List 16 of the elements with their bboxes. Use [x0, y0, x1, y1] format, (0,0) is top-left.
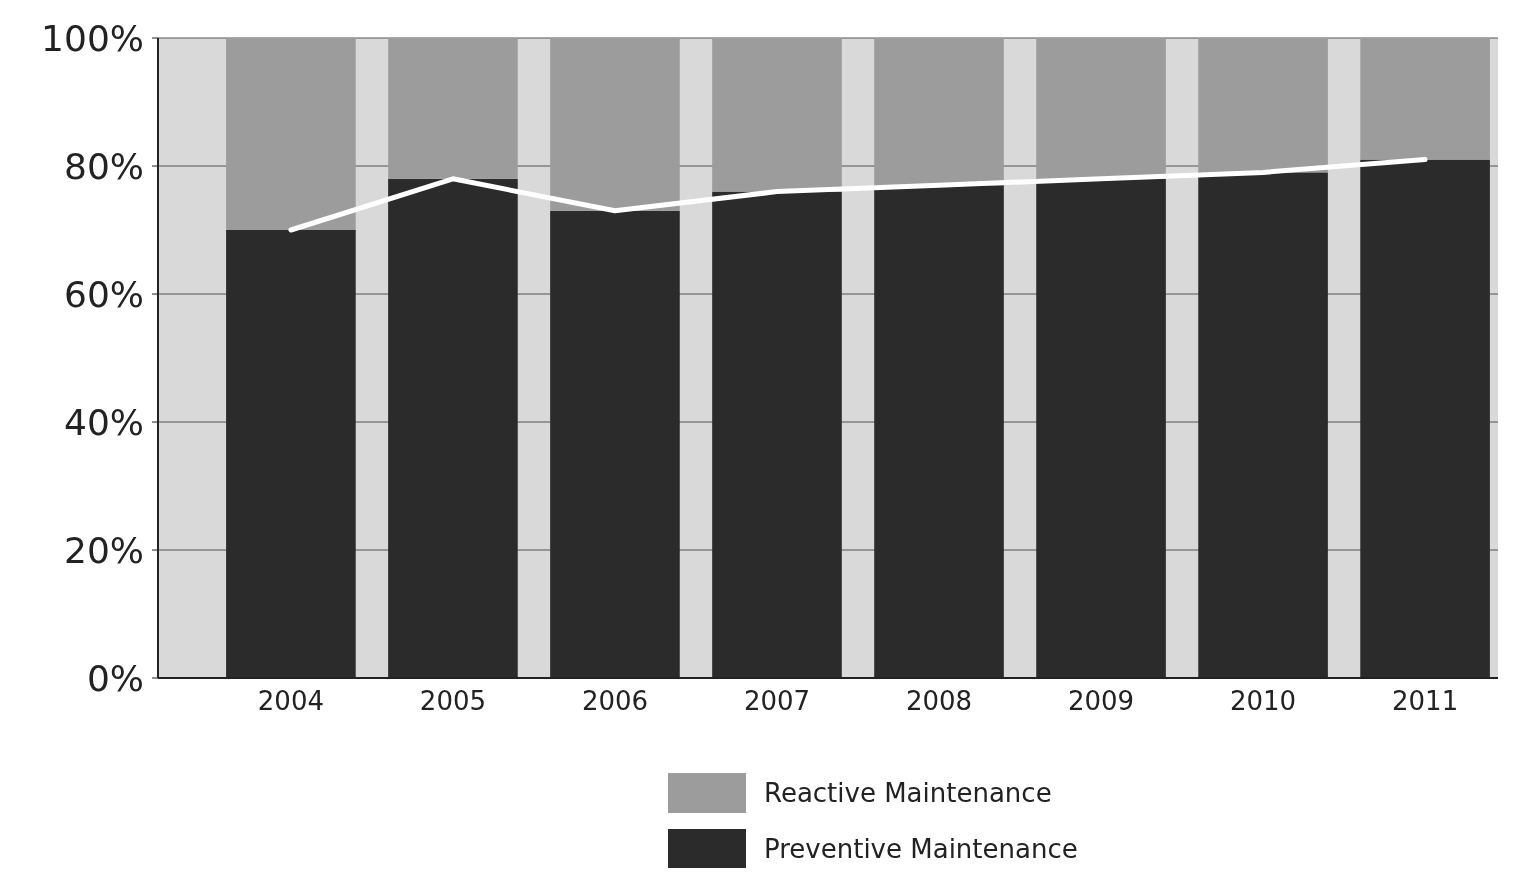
- x-tick-label: 2007: [743, 686, 811, 716]
- y-tick-label: 40%: [63, 401, 144, 443]
- x-tick-label: 2005: [419, 686, 487, 716]
- x-tick-label: 2010: [1229, 686, 1297, 716]
- y-tick-label: 20%: [63, 529, 144, 571]
- x-tick-label: 2009: [1067, 686, 1135, 716]
- x-tick-label: 2011: [1392, 686, 1459, 716]
- x-tick-label: 2008: [905, 686, 973, 716]
- y-tick-label: 80%: [63, 145, 144, 187]
- x-tick-label: 2006: [581, 686, 649, 716]
- y-tick-label: 100%: [41, 17, 144, 59]
- y-tick-label: 0%: [86, 657, 144, 699]
- legend-label: Reactive Maintenance: [764, 778, 1052, 809]
- x-tick-label: 2004: [257, 686, 324, 716]
- y-tick-label: 60%: [63, 273, 144, 315]
- legend-label: Preventive Maintenance: [764, 834, 1078, 865]
